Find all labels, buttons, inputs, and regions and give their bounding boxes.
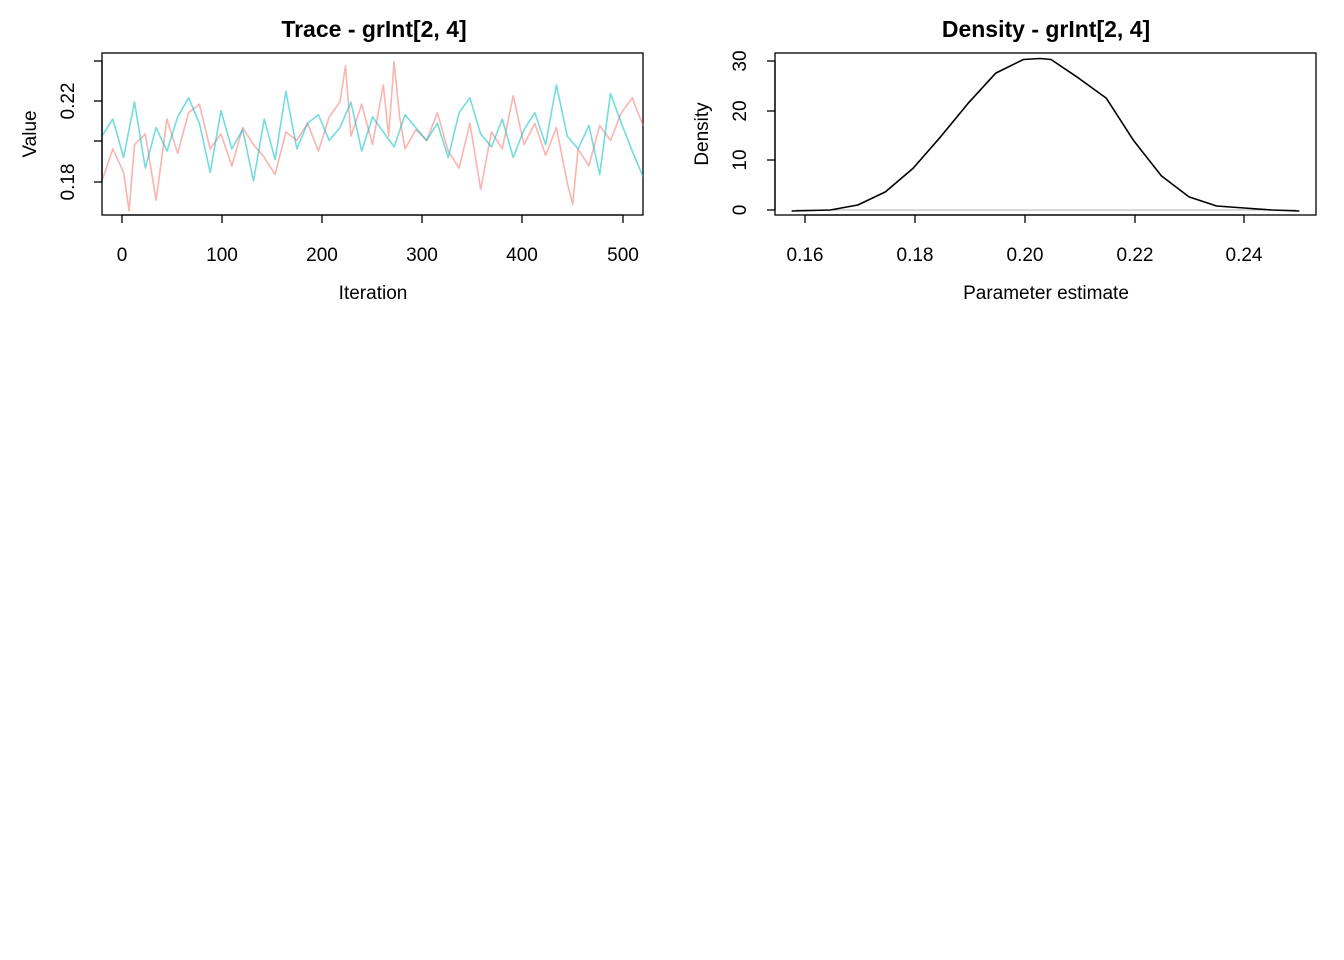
density-y-axis: 0 10 20 30 Density xyxy=(692,50,776,216)
density-title: Density - grInt[2, 4] xyxy=(942,16,1150,42)
trace-y-tick-label: 0.22 xyxy=(58,83,79,120)
trace-x-tick-label: 300 xyxy=(406,245,438,266)
trace-x-tick-label: 500 xyxy=(607,245,639,266)
trace-x-tick-label: 200 xyxy=(306,245,338,266)
density-panel: Density - grInt[2, 4] 0.16 0.18 0.20 0.2… xyxy=(692,16,1317,304)
trace-x-tick-label: 0 xyxy=(117,245,128,266)
density-x-tick-label: 0.16 xyxy=(787,245,824,266)
trace-x-axis: 0 100 200 300 400 500 Iteration xyxy=(117,214,639,304)
density-y-tick-label: 30 xyxy=(730,50,751,71)
density-y-tick-label: 0 xyxy=(730,205,751,216)
trace-series-line xyxy=(101,84,644,182)
trace-x-axis-label: Iteration xyxy=(339,283,408,304)
trace-panel: Trace - grInt[2, 4] 0 100 200 300 400 50… xyxy=(20,16,644,304)
density-x-axis: 0.16 0.18 0.20 0.22 0.24 Parameter estim… xyxy=(787,214,1263,304)
trace-series-line xyxy=(101,60,644,212)
density-series-group xyxy=(791,57,1300,212)
trace-series-group xyxy=(101,60,644,212)
trace-x-tick-label: 100 xyxy=(206,245,238,266)
trace-title: Trace - grInt[2, 4] xyxy=(281,16,466,42)
density-x-tick-label: 0.22 xyxy=(1117,245,1154,266)
density-y-tick-label: 20 xyxy=(730,100,751,121)
trace-y-axis-label: Value xyxy=(20,110,41,157)
trace-y-axis: 0.18 0.22 Value xyxy=(20,60,103,201)
density-y-axis-label: Density xyxy=(692,102,713,166)
density-x-axis-label: Parameter estimate xyxy=(963,283,1129,304)
density-y-tick-label: 10 xyxy=(730,149,751,170)
trace-y-tick-label: 0.18 xyxy=(58,164,79,201)
trace-x-tick-label: 400 xyxy=(506,245,538,266)
density-x-tick-label: 0.18 xyxy=(897,245,934,266)
density-x-tick-label: 0.24 xyxy=(1226,245,1263,266)
density-x-tick-label: 0.20 xyxy=(1007,245,1044,266)
density-curve xyxy=(791,57,1300,212)
